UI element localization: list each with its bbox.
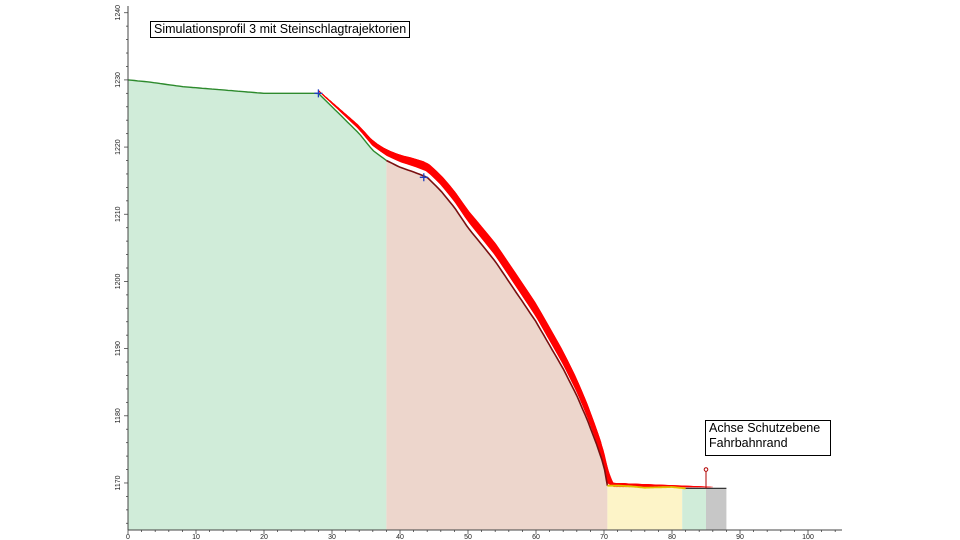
terrain-line-upper [127,79,387,162]
y-tick-label: 1180 [115,408,122,423]
x-tick-label: 40 [396,534,404,540]
chart-title: Simulationsprofil 3 mit Steinschlagtraje… [150,21,411,38]
x-tick-label: 0 [126,534,130,540]
y-tick-label: 1170 [115,475,122,490]
terrain-zones [128,79,727,531]
terrain-line-runout [607,484,686,490]
x-tick-label: 90 [736,534,744,540]
trajectory-70 [318,90,713,488]
y-tick-label: 1220 [115,139,122,155]
annotation-line-1: Achse Schutzebene [709,421,821,435]
x-tick-label: 20 [260,534,268,540]
y-tick-label: 1210 [115,206,122,222]
x-tick-label: 50 [464,534,472,540]
x-tick-label: 80 [668,534,676,540]
annotation-line-2: Fahrbahnrand [709,436,788,450]
y-tick-label: 1200 [115,274,122,290]
terrain-zone-1 [128,79,387,531]
protection-axis-marker [703,467,709,472]
start-point-1 [314,89,323,98]
start-point-markers [314,89,428,182]
y-tick-label: 1230 [115,72,122,88]
x-tick-label: 30 [328,534,336,540]
x-tick-label: 70 [600,534,608,540]
terrain-zone-5 [706,488,727,530]
x-tick-label: 100 [802,534,814,540]
x-tick-label: 10 [192,534,200,540]
terrain-zone-3 [607,485,683,530]
axes: 0 10 20 30 40 50 60 70 80 90 100 1170 1180 1190 1200 12… [115,5,842,540]
terrain-zone-2 [386,160,608,530]
y-tick-label: 1240 [115,5,122,21]
x-tick-label: 60 [532,534,540,540]
y-tick-label: 1190 [115,341,122,356]
protection-axis-annotation: Achse Schutzebene Fahrbahnrand [705,420,831,456]
start-point-2 [419,173,428,182]
terrain-zone-4 [682,488,706,530]
